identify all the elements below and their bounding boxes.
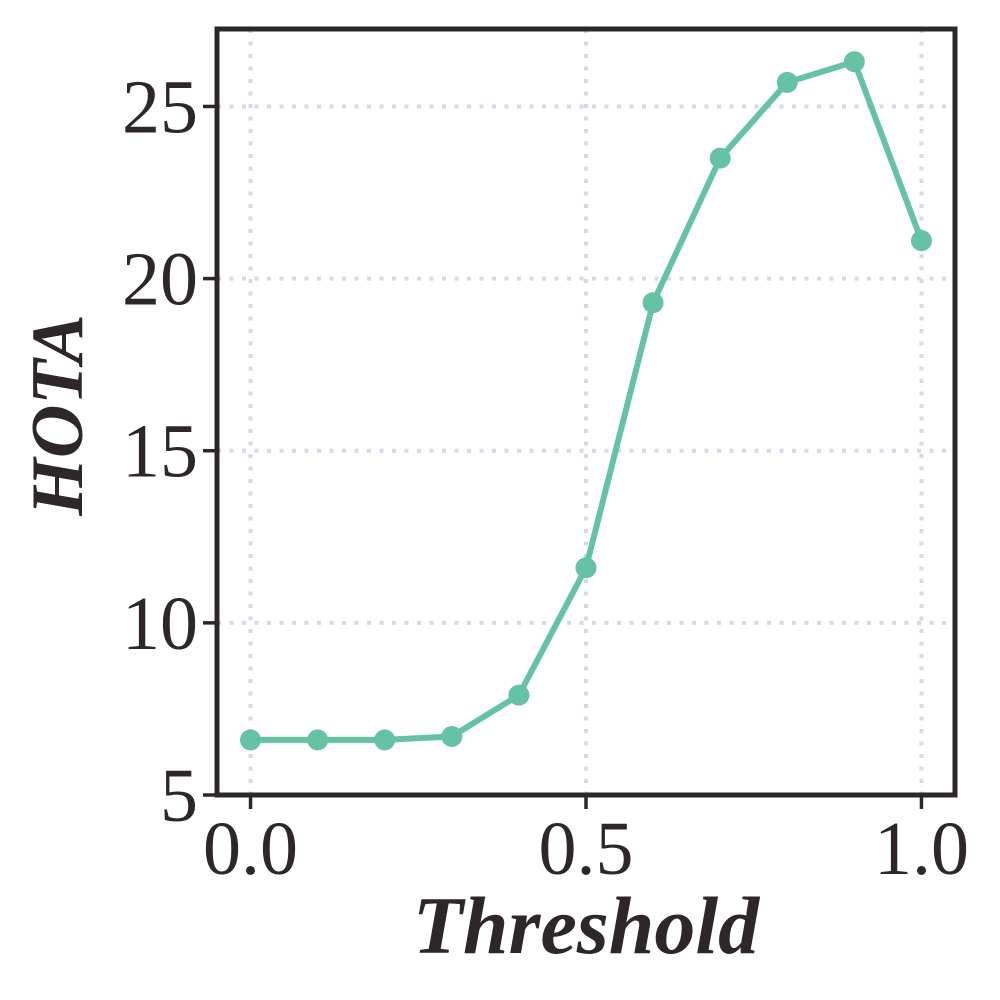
data-point-marker (240, 729, 262, 751)
data-point-marker (307, 729, 329, 751)
data-point-marker (374, 729, 396, 751)
data-line-hota (247, 58, 925, 743)
data-point-marker (441, 725, 463, 747)
axis-spines (214, 26, 958, 798)
data-point-marker (843, 51, 865, 73)
x-tick-label: 1.0 (874, 807, 969, 891)
y-tick-label: 15 (122, 410, 198, 494)
x-axis-label: Threshold (412, 880, 760, 971)
y-tick-label: 20 (122, 238, 198, 322)
data-point-marker (575, 557, 597, 579)
data-point-marker (910, 230, 932, 252)
data-point-marker (508, 684, 530, 706)
x-tick-label: 0.5 (539, 807, 634, 891)
x-tick-label: 0.0 (203, 807, 298, 891)
tick-labels: 0.0 0.5 1.0 5 10 15 20 25 (122, 65, 969, 891)
y-axis-label: HOTA (17, 314, 99, 516)
y-tick-label: 5 (160, 754, 198, 838)
data-markers (240, 51, 932, 751)
axis-ticks (203, 104, 924, 809)
data-point-marker (709, 147, 731, 169)
data-point-marker (642, 292, 664, 314)
data-point-marker (776, 71, 798, 93)
grid-lines (217, 29, 955, 797)
y-tick-label: 10 (122, 582, 198, 666)
y-tick-label: 25 (122, 65, 198, 149)
